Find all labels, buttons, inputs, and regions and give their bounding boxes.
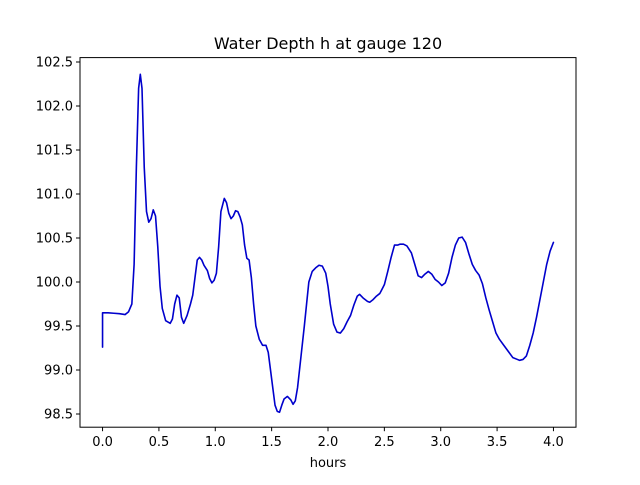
x-tick-label: 3.0 <box>430 435 451 450</box>
x-axis-ticks: 0.0 0.5 1.0 1.5 2.0 2.5 3.0 3.5 4.0 <box>92 427 564 450</box>
y-tick-label: 99.5 <box>44 320 73 335</box>
series-line <box>101 73 555 414</box>
x-tick-label: 2.0 <box>318 435 339 450</box>
x-tick-label: 0.5 <box>149 435 170 450</box>
y-tick-label: 101.5 <box>36 144 73 159</box>
x-axis-label: hours <box>310 456 347 471</box>
y-tick-label: 101.0 <box>36 188 73 203</box>
y-tick-label: 99.0 <box>44 364 73 379</box>
y-tick-label: 102.5 <box>36 56 73 71</box>
y-axis-ticks: 98.5 99.0 99.5 100.0 100.5 101.0 101.5 102.0 102… <box>36 56 80 423</box>
plot-area <box>101 73 555 414</box>
x-tick-label: 2.5 <box>374 435 395 450</box>
y-tick-label: 102.0 <box>36 100 73 115</box>
y-tick-label: 100.0 <box>36 276 73 291</box>
x-tick-label: 4.0 <box>543 435 564 450</box>
y-tick-label: 100.5 <box>36 232 73 247</box>
chart-title: Water Depth h at gauge 120 <box>214 34 442 53</box>
x-tick-label: 1.5 <box>261 435 282 450</box>
x-tick-label: 0.0 <box>92 435 113 450</box>
x-tick-label: 3.5 <box>487 435 508 450</box>
x-tick-label: 1.0 <box>205 435 226 450</box>
y-tick-label: 98.5 <box>44 408 73 423</box>
